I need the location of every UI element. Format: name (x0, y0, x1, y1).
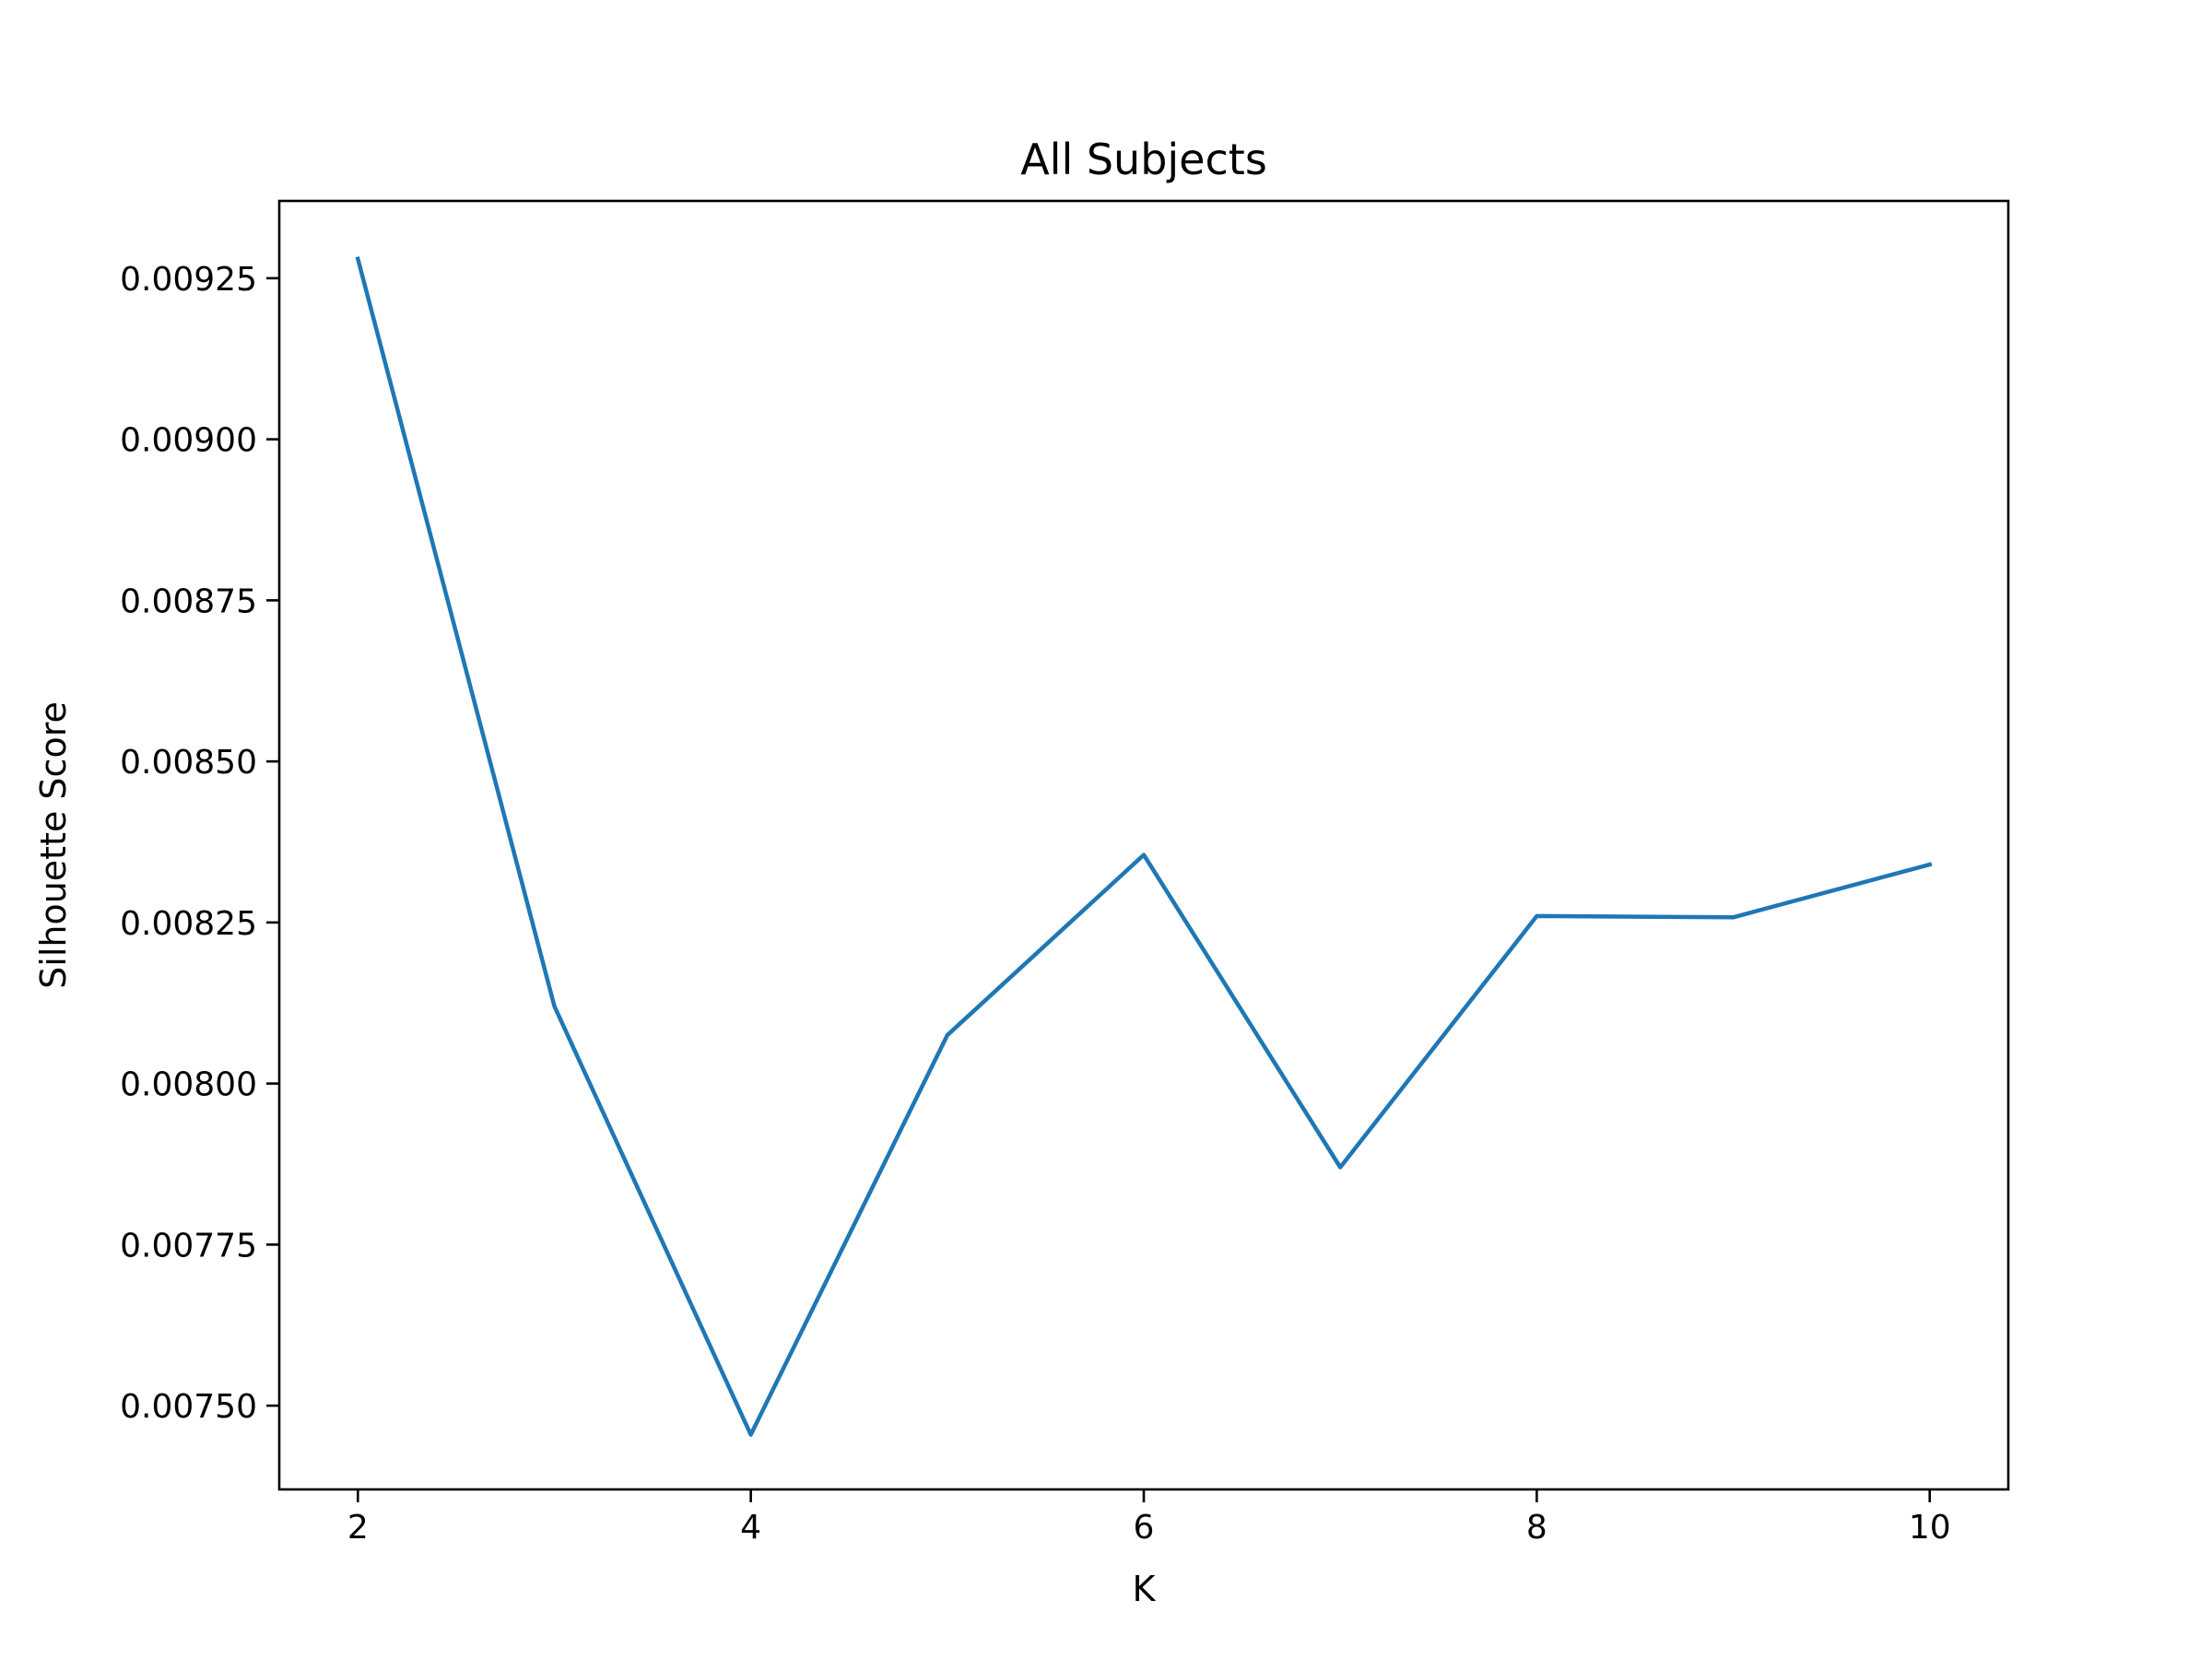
series-line (355, 256, 1933, 1437)
x-tick-label: 4 (740, 1509, 761, 1547)
x-tick-label: 6 (1134, 1509, 1155, 1547)
y-tick-label: 0.00775 (120, 1227, 257, 1265)
y-tick-label: 0.00875 (120, 582, 257, 620)
y-tick-label: 0.00800 (120, 1066, 257, 1104)
y-tick-label: 0.00750 (120, 1388, 257, 1426)
series-layer (355, 256, 1933, 1437)
y-tick-label: 0.00825 (120, 905, 257, 943)
x-axis: 2 4 6 8 10 (347, 1489, 1951, 1547)
y-axis: 0.00750 0.00775 0.00800 0.00825 0.00850 0.008… (120, 261, 279, 1426)
y-tick-label: 0.00900 (120, 422, 257, 460)
y-tick-label: 0.00850 (120, 744, 257, 782)
x-axis-label: K (1133, 1569, 1157, 1609)
x-tick-label: 8 (1526, 1509, 1547, 1547)
y-tick-label: 0.00925 (120, 261, 257, 299)
x-tick-label: 10 (1909, 1509, 1951, 1547)
chart-title: All Subjects (1020, 135, 1267, 184)
x-tick-label: 2 (347, 1509, 369, 1547)
y-axis-label: Silhouette Score (33, 701, 74, 989)
